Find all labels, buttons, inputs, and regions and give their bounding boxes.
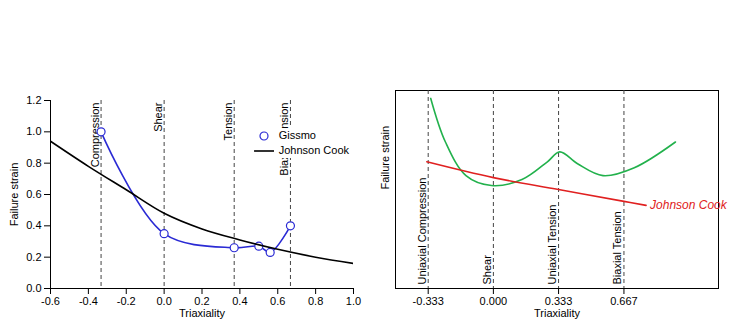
- svg-text:Uniaxial Compression: Uniaxial Compression: [416, 178, 428, 285]
- svg-text:Biaxial Tension: Biaxial Tension: [611, 211, 623, 284]
- svg-text:1.2: 1.2: [26, 94, 41, 106]
- svg-text:1.0: 1.0: [26, 125, 41, 137]
- svg-text:1.0: 1.0: [346, 295, 361, 307]
- svg-text:Failure strain: Failure strain: [8, 163, 20, 227]
- svg-text:0.667: 0.667: [610, 295, 638, 307]
- svg-text:0.000: 0.000: [480, 295, 508, 307]
- svg-text:0.8: 0.8: [26, 157, 41, 169]
- svg-text:0.2: 0.2: [194, 295, 209, 307]
- svg-text:Triaxiality: Triaxiality: [534, 307, 581, 319]
- svg-text:Tension: Tension: [222, 103, 234, 141]
- svg-text:-0.4: -0.4: [79, 295, 98, 307]
- svg-text:Triaxiality: Triaxiality: [179, 307, 226, 319]
- svg-text:-0.6: -0.6: [41, 295, 60, 307]
- svg-text:0.2: 0.2: [26, 251, 41, 263]
- svg-text:Shear: Shear: [152, 102, 164, 132]
- svg-text:-0.333: -0.333: [413, 295, 444, 307]
- svg-text:0.4: 0.4: [26, 219, 41, 231]
- svg-text:0.6: 0.6: [26, 188, 41, 200]
- svg-text:Johnson Cook: Johnson Cook: [649, 198, 728, 212]
- svg-text:0.0: 0.0: [26, 282, 41, 294]
- svg-text:Shear: Shear: [481, 255, 493, 285]
- svg-text:0.6: 0.6: [270, 295, 285, 307]
- svg-text:0.0: 0.0: [156, 295, 171, 307]
- svg-text:0.4: 0.4: [232, 295, 247, 307]
- svg-text:-0.2: -0.2: [117, 295, 136, 307]
- svg-text:0.333: 0.333: [545, 295, 573, 307]
- svg-text:Failure strain: Failure strain: [379, 126, 391, 190]
- svg-text:0.8: 0.8: [308, 295, 323, 307]
- svg-text:Uniaxial Tension: Uniaxial Tension: [546, 205, 558, 285]
